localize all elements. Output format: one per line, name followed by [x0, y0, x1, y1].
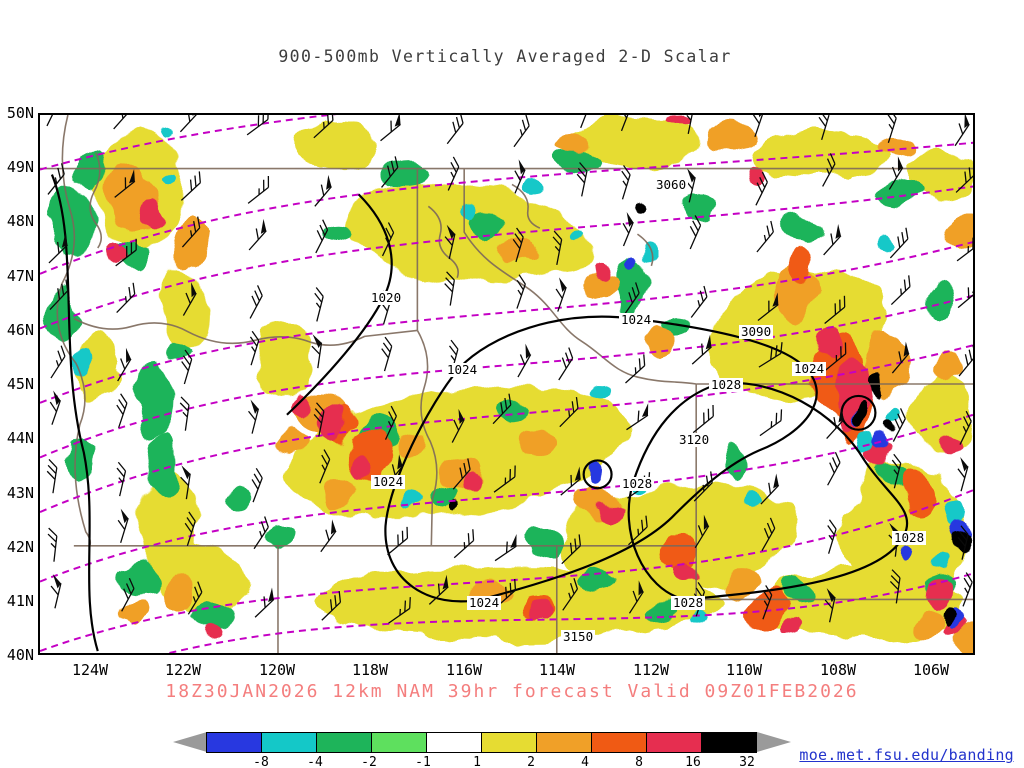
colorbar-bar: [173, 732, 791, 753]
lon-tick-label: 110W: [725, 661, 763, 679]
colorbar-underflow-arrow: [173, 732, 207, 752]
height-contour-label: 3060: [654, 177, 689, 192]
forecast-validity-line: 18Z30JAN2026 12km NAM 39hr forecast Vali…: [165, 681, 859, 702]
mslp-contour-label: 1028: [892, 530, 927, 545]
colorbar-tick-label: 1: [473, 755, 481, 768]
colorbar-tick-label: 32: [739, 755, 755, 768]
colorbar-box: [701, 732, 757, 753]
height-contour-label: 3150: [561, 629, 596, 644]
lon-tick-label: 122W: [164, 661, 202, 679]
lat-tick-label: 41N: [6, 592, 34, 610]
lat-tick-label: 45N: [6, 375, 34, 393]
lat-tick-label: 50N: [6, 104, 34, 122]
colorbar-tick-label: 16: [685, 755, 701, 768]
colorbar-tick-label: 8: [635, 755, 643, 768]
colorbar-box: [371, 732, 427, 753]
mslp-contour-label: 1028: [709, 377, 744, 392]
lat-tick-label: 44N: [6, 429, 34, 447]
lon-tick-label: 114W: [538, 661, 576, 679]
colorbar-box: [481, 732, 537, 753]
lat-tick-label: 49N: [6, 158, 34, 176]
height-contour-label: 3120: [677, 432, 712, 447]
title-line-1: 900-500mb Vertically Averaged 2-D Scalar: [278, 47, 732, 66]
colorbar-tick-label: -2: [361, 755, 377, 768]
colorbar-box: [206, 732, 262, 753]
colorbar-tick-label: -8: [253, 755, 269, 768]
colorbar-tick-label: -4: [307, 755, 323, 768]
lon-tick-label: 118W: [351, 661, 389, 679]
lat-tick-label: 42N: [6, 538, 34, 556]
height-contour-label: 3090: [739, 324, 774, 339]
lon-tick-label: 124W: [71, 661, 109, 679]
colorbar: -8 -4 -2 -1 1 2 4 8 16 32: [173, 732, 791, 768]
colorbar-overflow-arrow: [757, 732, 791, 752]
mslp-contour-label: 1024: [371, 474, 406, 489]
colorbar-box: [426, 732, 482, 753]
state-borders: [40, 115, 973, 653]
colorbar-box: [316, 732, 372, 753]
mslp-contour-label: 1028: [671, 595, 706, 610]
colorbar-tick-label: 4: [581, 755, 589, 768]
lat-tick-label: 48N: [6, 212, 34, 230]
lat-tick-label: 47N: [6, 267, 34, 285]
lat-tick-label: 43N: [6, 484, 34, 502]
mslp-contour-label: 1024: [467, 595, 502, 610]
colorbar-box: [646, 732, 702, 753]
map-frame: 1020 1024 1024 1024 1024 1024 1028 1028 …: [38, 113, 975, 655]
mslp-contour-label: 1024: [792, 361, 827, 376]
mslp-contour-label: 1024: [619, 312, 654, 327]
map-graphics: [40, 115, 973, 653]
lon-tick-label: 120W: [258, 661, 296, 679]
lon-tick-label: 112W: [632, 661, 670, 679]
colorbar-tick-label: -1: [415, 755, 431, 768]
lat-tick-label: 46N: [6, 321, 34, 339]
colorbar-box: [591, 732, 647, 753]
mslp-contour-label: 1028: [620, 476, 655, 491]
mslp-contour-label: 1024: [445, 362, 480, 377]
colorbar-box: [536, 732, 592, 753]
colorbar-tick-label: 2: [527, 755, 535, 768]
lat-tick-label: 40N: [6, 646, 34, 664]
site-link[interactable]: moe.met.fsu.edu/banding: [799, 746, 1014, 764]
mslp-contour-label: 1020: [369, 290, 404, 305]
lon-tick-label: 108W: [819, 661, 857, 679]
lon-tick-label: 116W: [445, 661, 483, 679]
lon-tick-label: 106W: [912, 661, 950, 679]
colorbar-box: [261, 732, 317, 753]
